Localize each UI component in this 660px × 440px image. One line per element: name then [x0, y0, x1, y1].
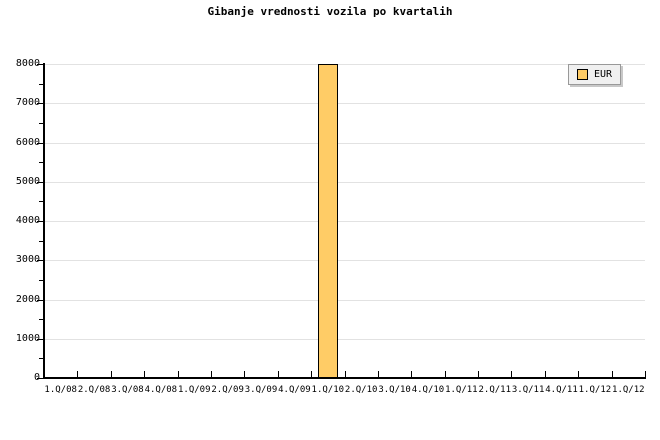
y-axis-labels: 0 1000 2000 3000 4000 5000 6000 7000 8000 [0, 0, 40, 440]
y-axis-tick-minor [39, 123, 44, 124]
y-axis-line [43, 63, 45, 379]
x-axis-tick [612, 371, 613, 378]
x-axis-tick-label: 1.Q/12 [578, 385, 612, 395]
x-axis-tick [378, 371, 379, 378]
gridline [44, 64, 645, 65]
y-axis-tick-label: 0 [2, 372, 40, 383]
x-axis-tick [411, 371, 412, 378]
y-axis-tick-minor [39, 201, 44, 202]
gridline [44, 221, 645, 222]
y-axis-tick-major [37, 378, 44, 379]
x-axis-tick-label: 2.Q/10 [344, 385, 378, 395]
chart-title: Gibanje vrednosti vozila po kvartalih [207, 5, 453, 18]
x-axis-tick-label: 2.Q/09 [211, 385, 244, 395]
gridline [44, 338, 645, 340]
x-axis-tick [244, 371, 245, 378]
x-axis-tick [511, 371, 512, 378]
x-axis-tick-label: 1.Q/08 [44, 385, 77, 395]
x-axis-tick-label: 3.Q/08 [111, 385, 144, 395]
x-axis-tick-label: 4.Q/09 [278, 385, 311, 395]
x-axis-tick-label: 1.Q/09 [177, 385, 211, 395]
x-axis-tick-label: 3.Q/11 [511, 385, 545, 395]
x-axis-tick-label: 1.Q/11 [445, 385, 478, 395]
x-axis-tick-label: 4.Q/11 [545, 385, 578, 395]
x-axis-tick-label: 2.Q/11 [478, 385, 511, 395]
x-axis-tick [445, 371, 446, 378]
x-axis-tick-label: 2.Q/08 [77, 385, 111, 395]
y-axis-tick-major [37, 103, 44, 104]
y-axis-tick-major [37, 339, 44, 340]
y-axis-tick-minor [39, 84, 44, 85]
y-axis-tick-label: 3000 [15, 254, 40, 266]
x-axis-tick [645, 371, 646, 378]
y-axis-tick-label: 5000 [15, 175, 40, 187]
y-axis-tick-minor [39, 162, 44, 163]
x-axis-tick [178, 371, 179, 378]
x-axis-tick [311, 371, 312, 378]
gridline [44, 142, 645, 144]
y-axis-tick-label: 4000 [15, 215, 40, 226]
y-axis-tick-label: 6000 [15, 136, 40, 148]
y-axis-tick-major [37, 300, 44, 301]
gridline [44, 103, 645, 105]
x-axis-tick [545, 371, 546, 378]
bar [318, 64, 338, 378]
x-axis-tick [211, 371, 212, 378]
x-axis-tick [345, 371, 346, 378]
x-axis-tick [478, 371, 479, 378]
y-axis-tick-minor [39, 241, 44, 242]
x-axis-tick-label: 3.Q/10 [378, 385, 411, 395]
y-axis-tick-major [37, 64, 44, 65]
x-axis-tick-label: 1.Q/12 [612, 385, 645, 395]
y-axis-tick-minor [39, 358, 44, 359]
y-axis-tick-label: 8000 [15, 58, 40, 69]
x-axis-tick [578, 371, 579, 378]
y-axis-tick-major [37, 182, 44, 183]
x-axis-tick [44, 371, 45, 378]
gridline [44, 260, 645, 262]
x-axis-tick-label: 4.Q/10 [411, 385, 445, 395]
gridline [44, 181, 645, 183]
y-axis-tick-major [37, 221, 44, 222]
x-axis-line [43, 377, 646, 379]
x-axis-tick-label: 3.Q/09 [244, 385, 278, 395]
x-axis-tick-label: 1.Q/10 [311, 385, 345, 395]
y-axis-tick-label: 2000 [15, 293, 40, 305]
x-axis-tick [278, 371, 279, 378]
legend-label-eur: EUR [594, 69, 613, 80]
y-axis-tick-minor [39, 280, 44, 281]
y-axis-tick-major [37, 260, 44, 261]
x-axis-tick [144, 371, 145, 378]
y-axis-tick-minor [39, 319, 44, 320]
x-axis-tick [111, 371, 112, 378]
y-axis-tick-label: 1000 [15, 332, 40, 344]
plot-area [44, 64, 645, 378]
legend-swatch-eur [577, 69, 588, 80]
x-axis-tick-label: 4.Q/08 [144, 385, 178, 395]
x-axis-tick [77, 371, 78, 378]
y-axis-tick-label: 7000 [15, 97, 40, 109]
gridline [44, 299, 645, 301]
chart-legend: EUR [568, 64, 622, 85]
y-axis-tick-major [37, 143, 44, 144]
